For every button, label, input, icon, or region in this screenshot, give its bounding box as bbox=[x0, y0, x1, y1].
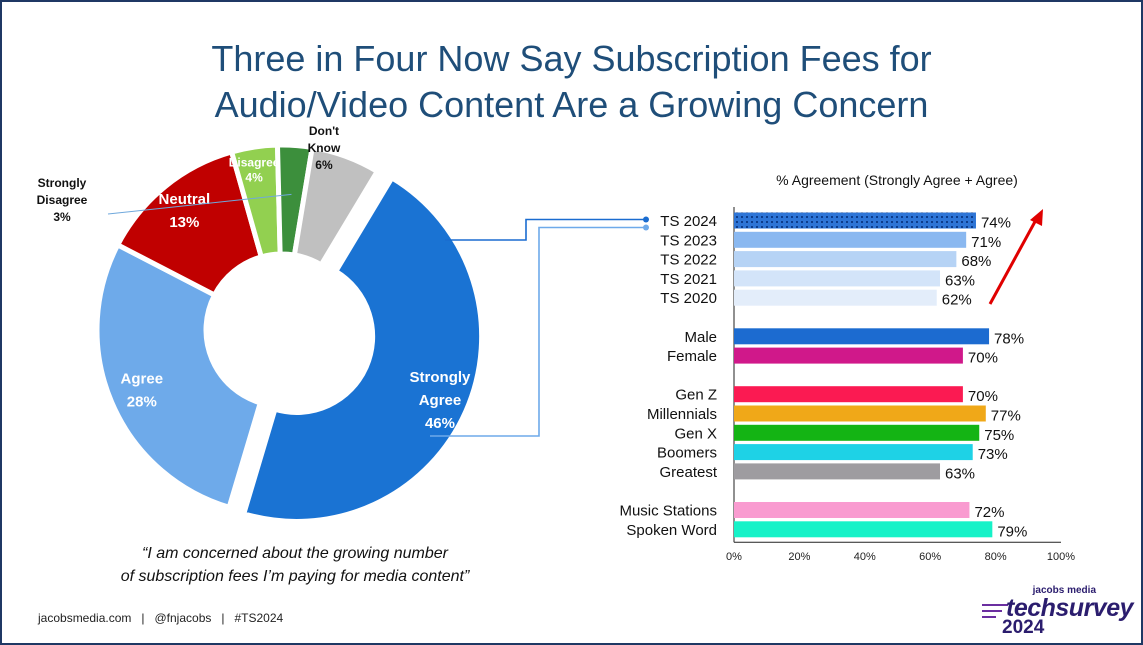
slice-value-label: 4% bbox=[245, 171, 263, 185]
bar-value-label: 68% bbox=[961, 253, 991, 270]
slice-category-label: Know bbox=[308, 141, 341, 155]
logo-year-text: 2024 bbox=[1002, 617, 1045, 638]
bar-category-label: Female bbox=[667, 348, 717, 365]
bar-category-label: TS 2020 bbox=[660, 290, 717, 307]
bar bbox=[734, 502, 970, 518]
bar-value-label: 71% bbox=[971, 234, 1001, 251]
logo-small-text: jacobs media bbox=[1032, 585, 1096, 596]
bar-category-label: Boomers bbox=[657, 445, 717, 462]
x-tick-label: 0% bbox=[726, 551, 742, 563]
bar bbox=[734, 463, 941, 480]
slice-value-label: 6% bbox=[315, 158, 333, 172]
title-line-2: Audio/Video Content Are a Growing Concer… bbox=[214, 84, 929, 125]
bar-category-label: Gen Z bbox=[675, 387, 717, 404]
slice-category-label: Strongly bbox=[38, 176, 87, 190]
bar bbox=[734, 251, 957, 268]
bar-category-label: TS 2021 bbox=[660, 271, 717, 288]
slice-value-label: 13% bbox=[169, 214, 199, 231]
slice-leader-line bbox=[107, 193, 292, 215]
bar-value-label: 74% bbox=[981, 215, 1011, 232]
bar-category-label: Millennials bbox=[647, 406, 717, 423]
bar-value-label: 70% bbox=[968, 388, 998, 405]
bar-category-label: TS 2024 bbox=[660, 213, 717, 230]
bar-value-label: 72% bbox=[974, 504, 1004, 521]
bar-category-label: Greatest bbox=[659, 464, 717, 481]
page-title: Three in Four Now Say Subscription Fees … bbox=[0, 36, 1143, 128]
survey-quote: “I am concerned about the growing number… bbox=[60, 542, 530, 588]
bar-value-label: 70% bbox=[968, 350, 998, 367]
bar-chart-title: % Agreement (Strongly Agree + Agree) bbox=[776, 172, 1018, 188]
bar-value-label: 62% bbox=[942, 292, 972, 309]
bar bbox=[734, 521, 993, 538]
donut-chart: Strongly Agree 46% Agree 28% Neutral 13% Disagr… bbox=[37, 124, 485, 524]
bar-value-label: 77% bbox=[991, 408, 1021, 425]
bar bbox=[734, 444, 973, 461]
bar-value-label: 63% bbox=[945, 272, 975, 289]
slice-category-label: Disagree bbox=[229, 156, 280, 170]
connector-agree bbox=[430, 226, 646, 437]
bar bbox=[734, 212, 976, 229]
bar-value-label: 78% bbox=[994, 330, 1024, 347]
bar bbox=[734, 347, 963, 364]
bar bbox=[734, 270, 941, 287]
techsurvey-logo: jacobs media techsurvey 2024 bbox=[978, 585, 1134, 640]
footer-text: jacobsmedia.com | @fnjacobs | #TS2024 bbox=[38, 611, 284, 625]
slice-value-label: 3% bbox=[53, 210, 71, 224]
bar-value-label: 79% bbox=[997, 523, 1027, 540]
bar bbox=[734, 386, 963, 403]
slice-category-label: Don't bbox=[309, 124, 339, 138]
x-tick-label: 80% bbox=[985, 551, 1007, 563]
bar bbox=[734, 231, 967, 248]
connector-dot bbox=[643, 216, 649, 223]
bar-category-label: TS 2023 bbox=[660, 232, 717, 249]
x-tick-label: 20% bbox=[788, 551, 810, 563]
bar-value-label: 73% bbox=[978, 446, 1008, 463]
connector-dot bbox=[643, 224, 649, 231]
logo-streak bbox=[982, 610, 1002, 612]
slice-category-label: Agree bbox=[121, 370, 164, 387]
bar-category-label: TS 2022 bbox=[660, 252, 717, 269]
bar bbox=[734, 405, 986, 422]
quote-line-2: of subscription fees I’m paying for medi… bbox=[120, 568, 470, 585]
logo-streak bbox=[982, 604, 1008, 606]
bar-value-label: 75% bbox=[984, 427, 1014, 444]
bar-category-label: Gen X bbox=[674, 425, 717, 442]
x-tick-label: 60% bbox=[919, 551, 941, 563]
slice-value-label: 46% bbox=[425, 415, 455, 432]
bar bbox=[734, 424, 980, 441]
quote-line-1: “I am concerned about the growing number bbox=[142, 545, 448, 562]
slice-value-label: 28% bbox=[127, 393, 157, 410]
donut-slice bbox=[94, 241, 264, 511]
slice-category-label: Agree bbox=[419, 392, 462, 409]
bar bbox=[734, 328, 990, 345]
donut-slice bbox=[291, 144, 381, 269]
x-tick-label: 100% bbox=[1047, 551, 1075, 563]
bar-value-label: 63% bbox=[945, 465, 975, 482]
title-line-1: Three in Four Now Say Subscription Fees … bbox=[211, 38, 932, 79]
donut-slice bbox=[240, 174, 485, 524]
connector-strongly-agree bbox=[445, 218, 646, 241]
trend-arrow bbox=[988, 217, 1039, 305]
bar-category-label: Spoken Word bbox=[626, 522, 717, 539]
logo-main-text: techsurvey bbox=[1006, 594, 1134, 622]
bar-chart: % Agreement (Strongly Agree + Agree) TS 2… bbox=[619, 172, 1075, 563]
slice-category-label: Strongly bbox=[410, 369, 471, 386]
bar bbox=[734, 289, 937, 306]
logo-streak bbox=[982, 616, 996, 618]
trend-arrow-head bbox=[1030, 209, 1043, 226]
connector-lines bbox=[430, 216, 649, 437]
bar-category-label: Music Stations bbox=[619, 503, 717, 520]
x-tick-label: 40% bbox=[854, 551, 876, 563]
slice-category-label: Neutral bbox=[159, 191, 211, 208]
bar-category-label: Male bbox=[684, 329, 717, 346]
slice-category-label: Disagree bbox=[37, 193, 88, 207]
